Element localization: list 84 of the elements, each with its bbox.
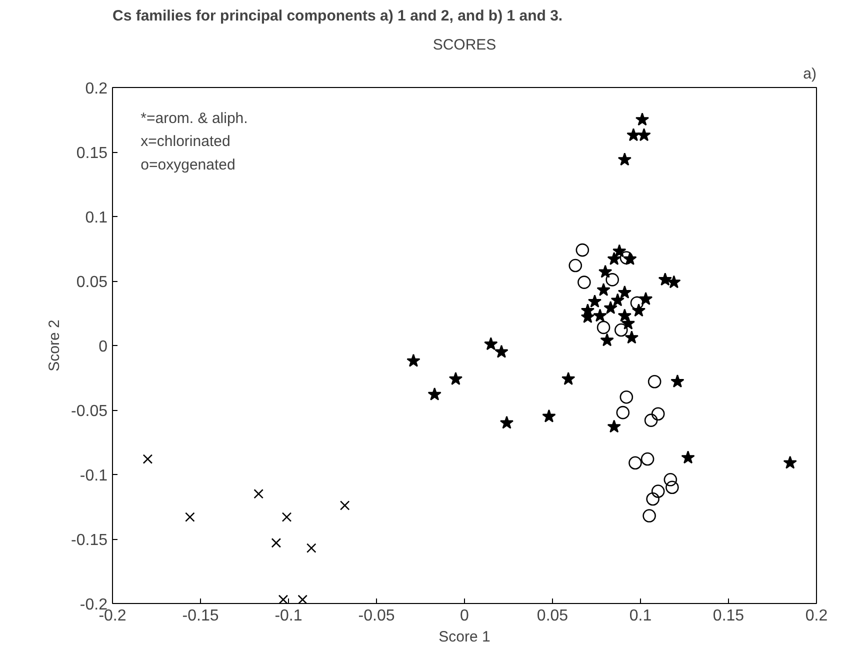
point — [618, 308, 632, 322]
point — [783, 456, 797, 469]
point — [618, 152, 632, 166]
text: a) — [803, 66, 817, 82]
point — [568, 258, 582, 272]
point — [494, 344, 508, 358]
point — [635, 112, 650, 126]
point — [593, 308, 607, 322]
y-tick-label: -0.1 — [80, 468, 108, 484]
point — [612, 244, 626, 258]
annotation: o=oxygenated — [140, 156, 236, 174]
y-tick-label: 0.15 — [76, 145, 108, 162]
point — [306, 543, 316, 553]
x-tick-label: 0.2 — [805, 608, 828, 624]
point — [588, 294, 602, 308]
point — [278, 594, 288, 604]
point — [644, 414, 658, 427]
x-tick-label: 0.1 — [629, 608, 652, 624]
x-tick-label: -0.15 — [182, 608, 219, 624]
point — [628, 456, 642, 470]
point — [681, 450, 695, 464]
point — [578, 276, 591, 289]
point — [600, 333, 614, 346]
point — [607, 420, 621, 433]
y-axis-title: Score 2 — [46, 320, 64, 372]
point — [598, 264, 612, 278]
point — [614, 323, 628, 337]
x-axis-title: Score 1 — [438, 628, 490, 646]
point — [667, 275, 681, 288]
point — [616, 406, 630, 420]
point — [340, 500, 350, 510]
x-tick-label: 0.15 — [712, 608, 744, 624]
y-tick-label: 0.1 — [85, 210, 108, 226]
point — [620, 251, 634, 264]
point — [607, 252, 621, 265]
point — [664, 473, 678, 486]
point — [596, 320, 610, 334]
point — [642, 509, 656, 522]
point — [282, 512, 292, 522]
x-tick-label: -0.05 — [358, 608, 395, 624]
point — [651, 407, 665, 421]
point — [606, 273, 619, 286]
point — [142, 454, 153, 464]
point — [562, 372, 576, 385]
point — [646, 492, 660, 506]
y-tick-label: 0.05 — [76, 274, 108, 291]
point — [621, 316, 636, 330]
point — [637, 128, 651, 142]
y-tick-label: 0 — [98, 338, 108, 356]
point — [271, 538, 282, 548]
x-tick-label: 0.05 — [536, 608, 568, 624]
point — [640, 452, 654, 466]
point — [648, 374, 662, 388]
x-tick-label: 0 — [460, 608, 470, 624]
y-tick-label: 0.2 — [85, 80, 108, 98]
point — [620, 390, 634, 404]
point — [618, 285, 632, 299]
point — [406, 354, 420, 367]
point — [298, 594, 308, 604]
point — [542, 409, 556, 422]
point — [604, 300, 618, 314]
y-tick-label: -0.15 — [71, 532, 108, 549]
point — [666, 480, 679, 494]
point — [651, 484, 665, 498]
x-tick-label: -0.1 — [274, 608, 302, 624]
point — [596, 282, 610, 296]
point — [624, 330, 639, 344]
point — [626, 128, 640, 142]
point — [428, 387, 442, 400]
point — [658, 272, 672, 286]
text: Cs families for principal components a) 1 and 2, and b) 1 and 3. — [112, 8, 563, 24]
y-tick-label: -0.05 — [71, 403, 108, 420]
point — [484, 337, 498, 350]
point — [670, 374, 684, 388]
annotation: x=chlorinated — [140, 133, 230, 150]
point — [185, 512, 195, 522]
point — [254, 488, 264, 499]
point — [500, 416, 514, 429]
chart-title: SCORES — [432, 36, 496, 54]
point — [448, 372, 463, 385]
point — [630, 296, 644, 310]
point — [576, 243, 590, 257]
annotation: *=arom. & aliph. — [140, 110, 248, 127]
point — [610, 293, 624, 306]
